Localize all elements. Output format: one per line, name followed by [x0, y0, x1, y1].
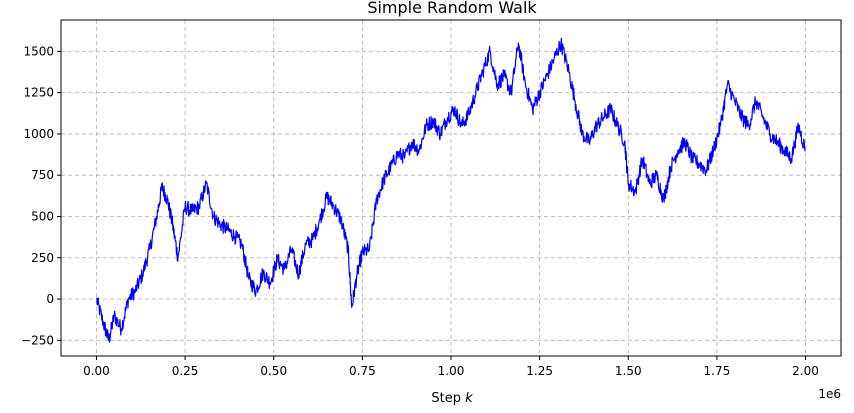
x-tick-label: 1.00 — [438, 364, 465, 378]
x-axis-multiplier: 1e6 — [818, 387, 841, 401]
y-tick-label: 250 — [31, 251, 54, 265]
y-tick-label: 750 — [31, 168, 54, 182]
series-line-group — [95, 37, 806, 343]
x-tick-label: 0.25 — [172, 364, 199, 378]
x-axis: 0.00 0.25 0.50 0.75 1.00 1.25 1.50 1.75 2.00 — [83, 356, 819, 378]
grid-lines — [61, 20, 841, 356]
chart-title: Simple Random Walk — [367, 0, 537, 17]
y-tick-label: 1000 — [23, 127, 54, 141]
x-tick-label: 2.00 — [792, 364, 819, 378]
y-tick-label: −250 — [21, 333, 54, 347]
random-walk-line — [95, 37, 806, 343]
x-axis-title: Step k — [431, 391, 473, 406]
y-tick-label: 1500 — [23, 44, 54, 58]
x-tick-label: 0.50 — [260, 364, 287, 378]
x-tick-label: 1.25 — [526, 364, 553, 378]
x-tick-label: 0.00 — [83, 364, 110, 378]
x-tick-label: 1.50 — [615, 364, 642, 378]
y-axis: −250 0 250 500 750 1000 1250 1500 — [21, 44, 61, 347]
y-tick-label: 0 — [46, 292, 54, 306]
y-tick-label: 500 — [31, 209, 54, 223]
x-axis-title-variable: k — [465, 391, 473, 406]
x-tick-label: 0.75 — [349, 364, 376, 378]
y-tick-label: 1250 — [23, 86, 54, 100]
x-tick-label: 1.75 — [704, 364, 731, 378]
x-axis-title-prefix: Step — [431, 391, 465, 406]
